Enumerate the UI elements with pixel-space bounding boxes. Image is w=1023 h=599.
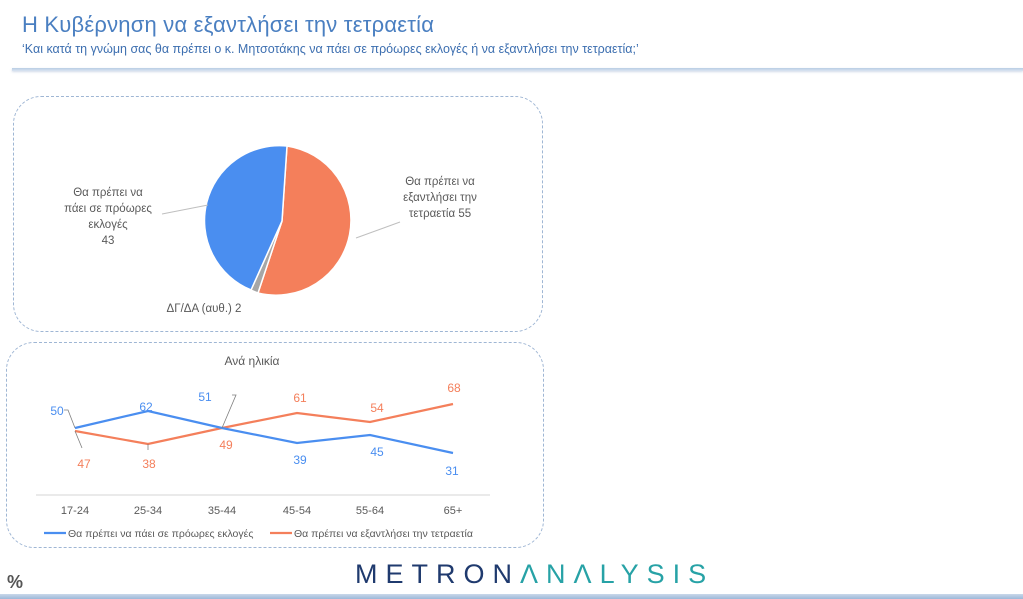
data-label-term-25-34: 38 [142, 457, 156, 471]
series-line-early-elections [74, 409, 454, 455]
pie-slice-early-elections [203, 144, 288, 291]
leader-tick-51 [221, 394, 237, 429]
x-tick-25-34: 25-34 [134, 505, 162, 517]
question-subtitle: ‘Και κατά τη γνώμη σας θα πρέπει ο κ. Μη… [22, 42, 639, 56]
leader-tick-50 [64, 409, 76, 429]
data-label-early-45-54: 39 [293, 453, 307, 467]
pie-label-early-value: 43 [102, 235, 115, 247]
leader-tick-47 [74, 430, 83, 449]
data-label-term-17-24: 47 [77, 457, 91, 471]
x-tick-65plus: 65+ [444, 505, 463, 517]
footer-divider [0, 594, 1023, 599]
pie-label-term-line3: τετραετία 55 [409, 208, 471, 220]
line-chart: Ανά ηλικία 50 62 51 39 45 31 47 38 49 61… [36, 354, 490, 540]
header-divider [12, 68, 1023, 71]
data-label-early-65plus: 31 [445, 464, 459, 478]
pie-chart: Θα πρέπει να πάει σε πρόωρες εκλογές 43 … [64, 144, 477, 315]
x-tick-35-44: 35-44 [208, 505, 236, 517]
line-chart-title: Ανά ηλικία [224, 354, 279, 368]
series-line-complete-term [74, 402, 454, 446]
logo-part-metron: METRON [355, 559, 520, 589]
x-tick-17-24: 17-24 [61, 505, 89, 517]
legend-item-early-elections: Θα πρέπει να πάει σε πρόωρες εκλογές [44, 528, 253, 540]
x-tick-45-54: 45-54 [283, 505, 311, 517]
legend-item-complete-term: Θα πρέπει να εξαντλήσει την τετραετία [270, 528, 473, 540]
x-tick-55-64: 55-64 [356, 505, 384, 517]
pie-label-dont-know: ΔΓ/ΔΑ (αυθ.) 2 [167, 303, 242, 315]
data-label-early-35-44: 51 [198, 390, 212, 404]
pie-slice-complete-term [257, 145, 352, 296]
data-label-term-45-54: 61 [293, 391, 307, 405]
logo-part-analysis: ΛNΛLYSIS [520, 559, 715, 589]
data-label-early-25-34: 62 [139, 400, 153, 414]
legend-label-early: Θα πρέπει να πάει σε πρόωρες εκλογές [68, 528, 253, 540]
data-label-term-35-44: 49 [219, 438, 233, 452]
data-label-term-65plus: 68 [447, 381, 461, 395]
line-chart-panel [6, 342, 544, 548]
data-label-early-55-64: 45 [370, 445, 384, 459]
data-label-early-17-24: 50 [50, 404, 64, 418]
data-label-term-55-64: 54 [370, 401, 384, 415]
pie-label-early-line2: πάει σε πρόωρες [64, 203, 152, 215]
metron-analysis-logo: METRONΛNΛLYSIS [355, 559, 714, 590]
leader-line-early [161, 204, 209, 215]
leader-line-term [355, 221, 401, 239]
unit-percent-label: % [7, 572, 24, 592]
page-title: Η Κυβέρνηση να εξαντλήσει την τετραετία [22, 12, 435, 37]
pie-label-early-line3: εκλογές [88, 219, 128, 231]
pie-label-early-line1: Θα πρέπει να [73, 187, 143, 199]
legend-label-term: Θα πρέπει να εξαντλήσει την τετραετία [294, 528, 473, 540]
pie-label-term-line1: Θα πρέπει να [405, 176, 475, 188]
pie-label-term-line2: εξαντλήσει την [403, 192, 477, 204]
